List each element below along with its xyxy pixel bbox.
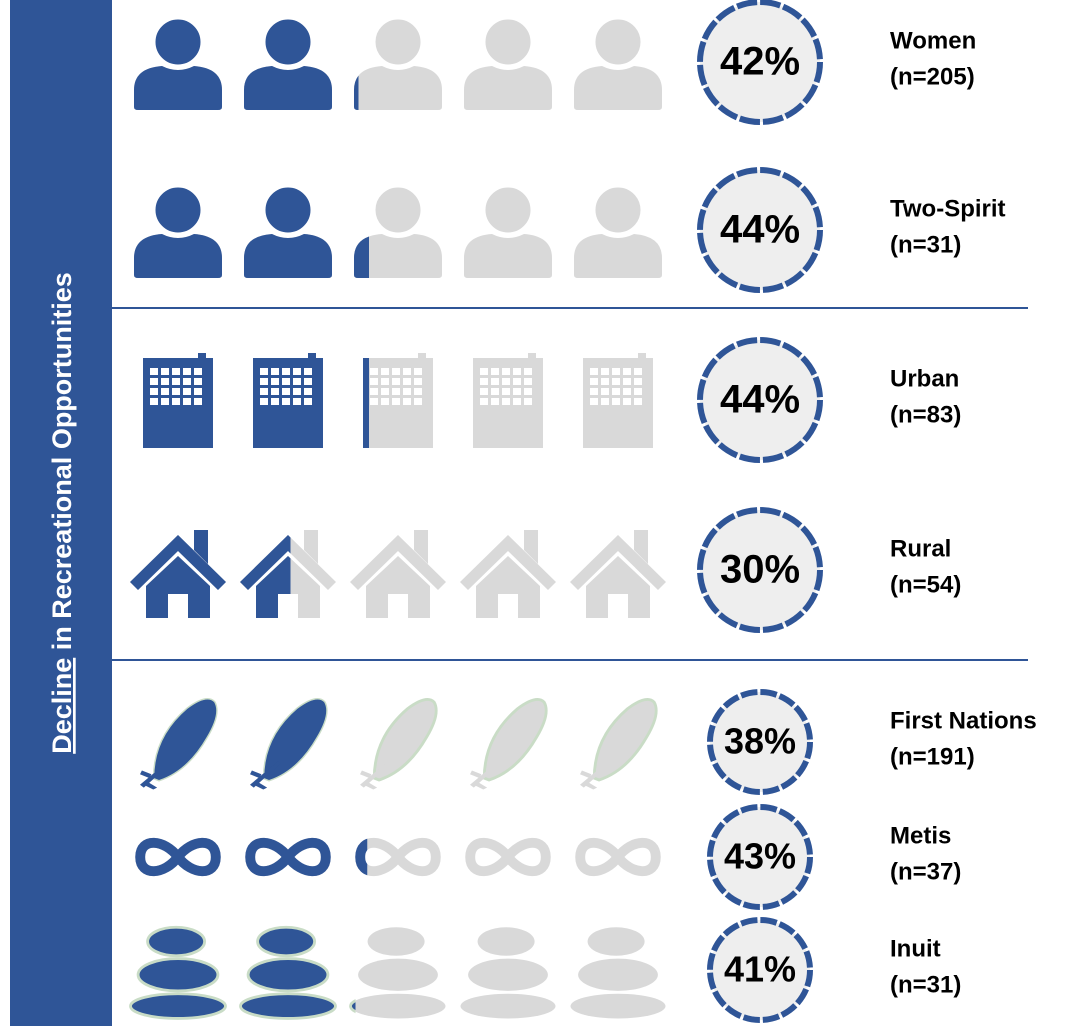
icon-filled — [363, 358, 369, 448]
icon-filled — [134, 16, 222, 110]
category-label: Inuit — [890, 935, 941, 962]
icon-filled — [244, 16, 332, 110]
icon-empty — [580, 698, 658, 790]
icon-empty — [583, 353, 653, 448]
icon-filled — [244, 184, 332, 278]
value-label: 41% — [724, 949, 796, 990]
value-label: 38% — [724, 721, 796, 762]
icon-filled — [135, 837, 221, 877]
title-band — [10, 0, 112, 1026]
category-label: Urban — [890, 365, 959, 392]
icon-filled — [355, 838, 368, 876]
icon-filled — [130, 530, 226, 618]
icon-filled — [253, 353, 323, 448]
icon-empty — [574, 184, 662, 278]
icon-empty — [574, 16, 662, 110]
icon-empty — [470, 698, 548, 790]
icon-empty — [363, 353, 433, 448]
icon-empty — [355, 837, 441, 877]
icon-filled — [245, 837, 331, 877]
value-badge — [707, 689, 813, 795]
icon-empty — [570, 927, 666, 1019]
icon-empty — [465, 837, 551, 877]
icon-filled — [354, 75, 359, 110]
sample-label: (n=54) — [890, 571, 961, 598]
sample-label: (n=37) — [890, 858, 961, 885]
icon-empty — [350, 530, 446, 618]
icon-filled — [354, 236, 369, 278]
icon-empty — [464, 184, 552, 278]
category-label: Rural — [890, 535, 951, 562]
icon-filled — [140, 699, 217, 790]
category-label: Metis — [890, 822, 951, 849]
icon-filled — [134, 184, 222, 278]
value-label: 44% — [720, 208, 800, 252]
icon-empty — [473, 353, 543, 448]
value-badge — [697, 0, 823, 125]
icon-empty — [354, 16, 442, 110]
category-label: Women — [890, 27, 976, 54]
icon-empty — [350, 927, 446, 1019]
icon-filled — [239, 925, 337, 1020]
category-label: First Nations — [890, 707, 1037, 734]
value-badge — [707, 804, 813, 910]
icon-empty — [460, 530, 556, 618]
title: Decline in Recreational Opportunities — [47, 272, 77, 754]
value-badge — [697, 507, 823, 633]
icon-empty — [354, 184, 442, 278]
icon-empty — [570, 530, 666, 618]
icon-empty — [460, 927, 556, 1019]
icon-filled — [349, 998, 356, 1014]
sample-label: (n=191) — [890, 743, 975, 770]
sample-label: (n=31) — [890, 231, 961, 258]
sample-label: (n=205) — [890, 63, 975, 90]
value-label: 30% — [720, 548, 800, 592]
value-badge — [697, 167, 823, 293]
icon-filled — [250, 699, 327, 790]
icon-empty — [464, 16, 552, 110]
icon-empty — [360, 698, 438, 790]
sample-label: (n=31) — [890, 971, 961, 998]
icon-empty — [575, 837, 661, 877]
value-label: 44% — [720, 378, 800, 422]
category-label: Two-Spirit — [890, 195, 1006, 222]
value-badge — [707, 917, 813, 1023]
value-label: 42% — [720, 40, 800, 84]
icon-filled — [143, 353, 213, 448]
icon-filled — [129, 925, 227, 1020]
sample-label: (n=83) — [890, 401, 961, 428]
icon-filled — [240, 535, 291, 618]
value-badge — [697, 337, 823, 463]
value-label: 43% — [724, 836, 796, 877]
